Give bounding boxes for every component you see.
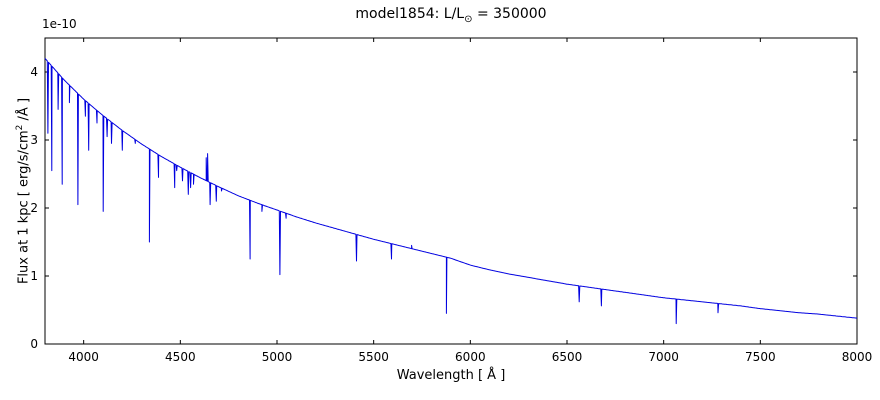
y-axis-label: Flux at 1 kpc [ erg/s/cm2 /Å ] (15, 97, 32, 285)
x-tick-label: 5500 (358, 350, 389, 364)
x-tick-label: 6000 (455, 350, 486, 364)
chart-title-value: = 350000 (472, 6, 547, 22)
y-tick-label: 3 (30, 133, 38, 147)
sun-symbol: ⊙ (464, 13, 473, 25)
x-tick-label: 6500 (552, 350, 583, 364)
x-tick-label: 8000 (842, 350, 873, 364)
chart-title-text: model1854: L/L (355, 6, 465, 22)
axes-frame (44, 37, 858, 345)
x-tick-label: 4500 (165, 350, 196, 364)
y-tick-label: 1 (30, 269, 38, 283)
x-tick-label: 7000 (648, 350, 679, 364)
x-axis-label: Wavelength [ Å ] (396, 368, 506, 383)
y-tick-label: 0 (30, 337, 38, 351)
spectrum-line (44, 58, 858, 325)
x-tick-label: 7500 (745, 350, 776, 364)
x-tick-label: 4000 (68, 350, 99, 364)
chart-title: model1854: L/L⊙ = 350000 (45, 6, 857, 25)
y-offset-label: 1e-10 (42, 17, 77, 31)
y-tick-label: 4 (30, 65, 38, 79)
y-tick-label: 2 (30, 201, 38, 215)
x-tick-label: 5000 (262, 350, 293, 364)
